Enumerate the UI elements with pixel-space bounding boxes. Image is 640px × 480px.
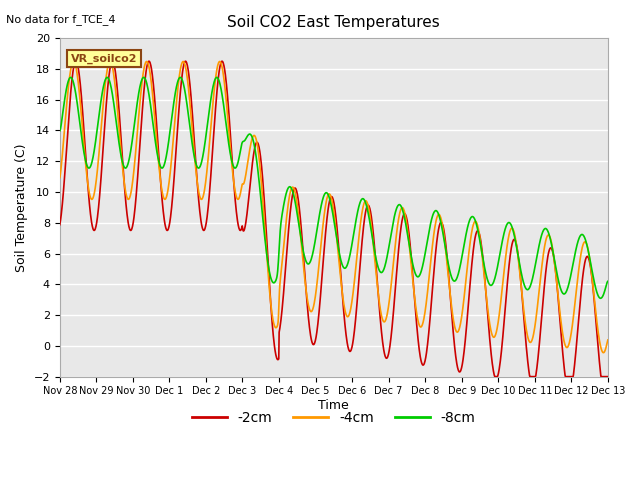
Legend: -2cm, -4cm, -8cm: -2cm, -4cm, -8cm <box>186 406 481 431</box>
Text: No data for f_TCE_4: No data for f_TCE_4 <box>6 14 116 25</box>
Title: Soil CO2 East Temperatures: Soil CO2 East Temperatures <box>227 15 440 30</box>
X-axis label: Time: Time <box>319 399 349 412</box>
Text: VR_soilco2: VR_soilco2 <box>71 54 137 64</box>
Y-axis label: Soil Temperature (C): Soil Temperature (C) <box>15 143 28 272</box>
